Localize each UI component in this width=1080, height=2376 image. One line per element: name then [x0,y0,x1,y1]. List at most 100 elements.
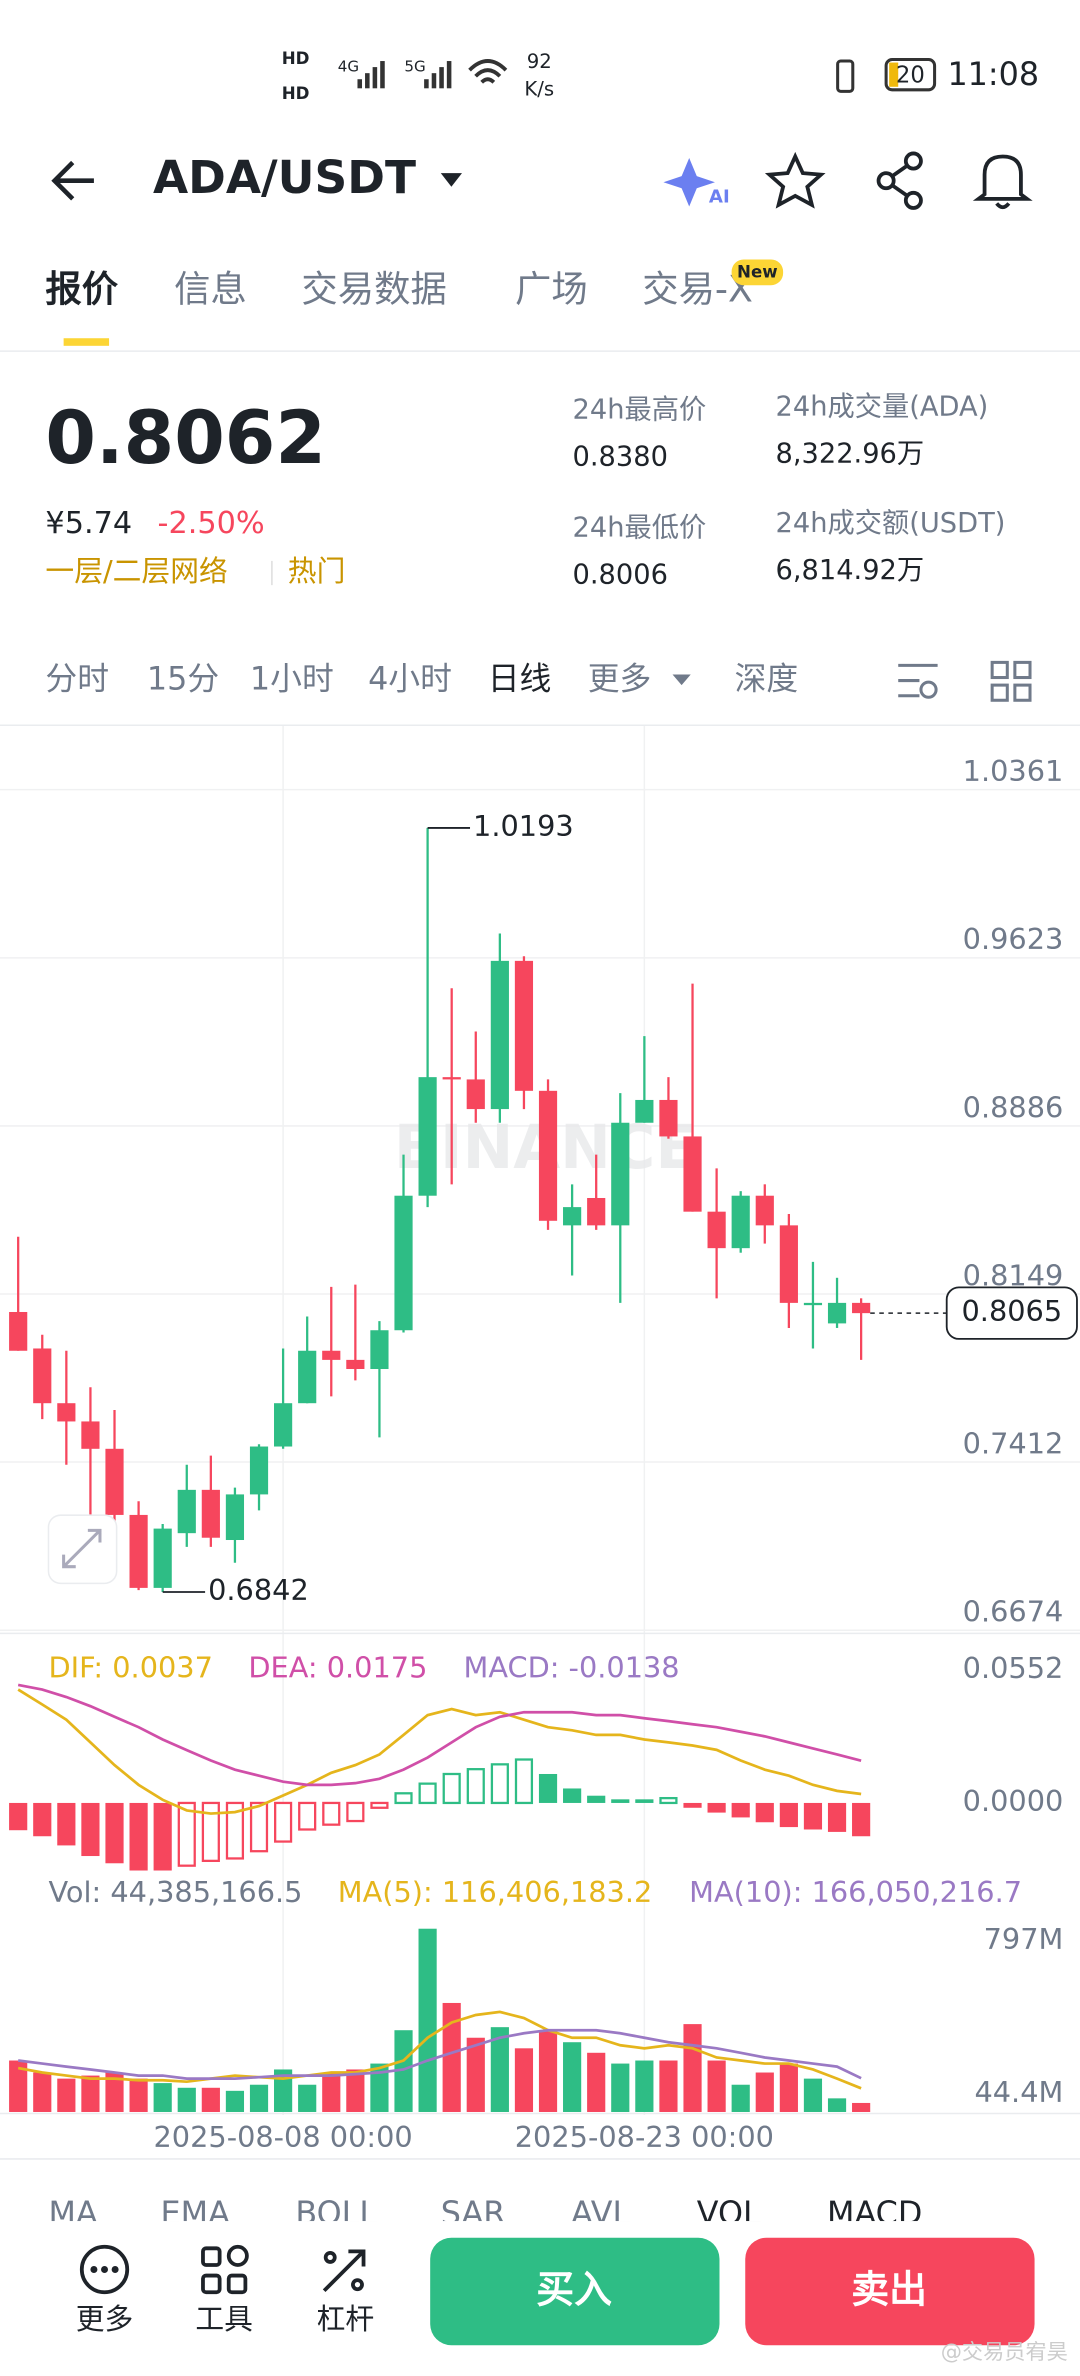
tool-label[interactable]: 更多 [76,2302,134,2336]
battery [884,58,937,92]
divider [0,724,1080,727]
speed-unit: K/s [524,77,554,100]
candle-body [852,1302,871,1314]
chart-settings-icon[interactable] [898,663,938,699]
candle-body [635,1099,654,1123]
macd-bar [827,1802,847,1832]
volume-bar [731,2084,750,2112]
buy-button[interactable] [430,2237,720,2346]
indicator-line [18,2028,862,2080]
macd-bar [370,1801,389,1809]
leverage-icon[interactable] [322,2249,366,2293]
more-icon[interactable] [79,2244,130,2295]
macd-bar [177,1801,196,1867]
interval[interactable]: 4小时 [368,661,452,698]
divider [0,350,1080,352]
time: 11:08 [947,56,1039,93]
high-label: 1.0193 [473,809,574,843]
interval[interactable]: 日线 [488,661,552,698]
candle-body [707,1211,726,1249]
tag[interactable]: 热门 [288,554,346,588]
sell-button[interactable] [745,2237,1035,2346]
tool-label[interactable]: 杠杆 [317,2302,375,2336]
interval[interactable]: 更多 [588,661,652,698]
indicator-line [17,1683,862,1787]
volume-bar [346,2069,365,2112]
y-tick-label: 0.6674 [963,1595,1064,1629]
candle-body [538,1090,558,1221]
macd-bar [81,1802,100,1857]
candle-body [81,1421,100,1449]
share-button[interactable] [876,151,923,210]
volume-bar [563,2042,582,2112]
candle-body [177,1489,196,1534]
volume-bar [852,2102,871,2112]
ai-icon[interactable] [663,157,715,207]
candle-body [33,1348,52,1404]
candle-body [201,1489,220,1538]
more-dropdown[interactable] [672,674,691,686]
layout-icon[interactable] [990,660,1032,702]
alert-button[interactable] [972,154,1033,210]
candle-body [9,1311,28,1351]
candle-body [346,1359,365,1370]
macd-bar [755,1802,774,1823]
volume-bar [298,2084,317,2112]
volume-bar [201,2087,220,2112]
ai-label: AI [709,186,730,207]
sell-label: 卖出 [851,2268,927,2312]
back-button[interactable] [51,160,94,201]
tab[interactable]: 广场 [515,267,588,310]
battery-text: 20 [896,63,925,89]
favorite-button[interactable] [764,151,826,209]
legend: Vol: 44,385,166.5 [48,1875,302,1909]
macd-bar [274,1801,293,1843]
pair[interactable]: ADA/USDT [153,151,416,204]
tab[interactable]: 交易数据 [301,267,446,310]
tool-label[interactable]: 工具 [195,2302,253,2336]
stat-value: 0.8380 [573,441,668,472]
volume-bar [153,2083,172,2112]
last-price-box [945,1286,1078,1340]
candle-body [659,1099,678,1137]
legend: MA(10): 166,050,216.7 [689,1875,1022,1909]
tab-indicator [63,338,110,346]
x-tick-label: 2025-08-08 00:00 [153,2120,412,2154]
legend: MACD: -0.0138 [464,1651,680,1685]
battery-level [889,62,899,87]
volume-bar [225,2090,245,2112]
macd-bar [105,1802,124,1864]
volume-bar [177,2087,196,2112]
stat-label: 24h成交额(USDT) [776,508,1006,539]
tools-icon[interactable] [201,2244,249,2295]
volume-bar [779,2063,798,2112]
chart-area: 2025-08-08 00:00 2025-08-23 00:00 1.0361 0.… [0,726,1080,2160]
interval[interactable]: 分时 [45,661,109,698]
interval[interactable]: 15分 [147,661,219,698]
macd-bar [731,1802,750,1818]
macd-bar [418,1782,437,1805]
watermark: @交易员宥昊 [941,2339,1068,2364]
volume-bar [105,2072,124,2112]
indicator-line [17,1688,862,1815]
volume-bar [827,2098,847,2112]
volume-bar [466,2037,485,2112]
stat-label: 24h成交量(ADA) [776,391,989,422]
pair-dropdown[interactable] [440,173,462,187]
macd-bar [538,1773,558,1803]
cny-price: ¥5.74 [45,506,132,541]
tag[interactable]: 一层/二层网络 [45,554,227,588]
interval[interactable]: 1小时 [250,661,334,698]
tab[interactable]: 报价 [45,267,118,310]
candle-body [563,1207,582,1226]
macd-bar [659,1796,678,1805]
volume-bar [33,2072,52,2112]
macd-bar [466,1768,485,1805]
interval[interactable]: 深度 [735,661,799,698]
indicator-line [17,2010,862,2090]
volume-bar [490,2027,509,2112]
volume-bar [635,2060,654,2112]
tab[interactable]: 信息 [174,267,247,310]
speed: 92 [527,50,552,73]
stat-value: 8,322.96万 [776,438,925,469]
